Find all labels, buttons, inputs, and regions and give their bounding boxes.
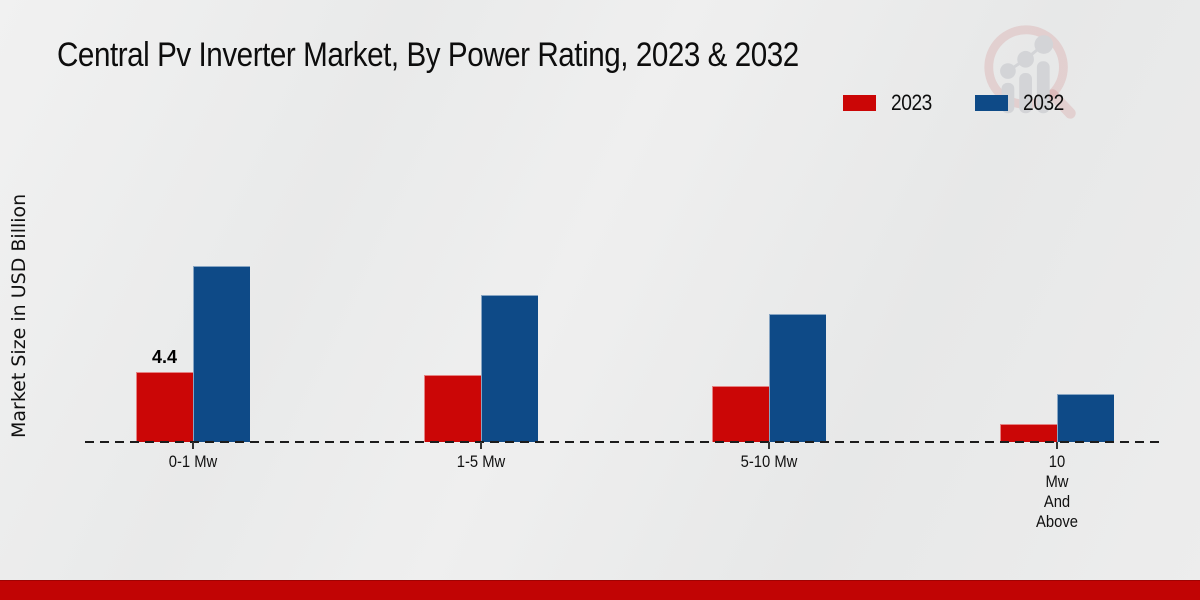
bar-2023-1-5-mw	[424, 374, 481, 442]
legend-label-2023: 2023	[891, 90, 932, 115]
legend: 2023 2032	[843, 90, 1067, 116]
bar-2032-5-10-mw	[769, 314, 826, 442]
bar-2032-1-5-mw	[481, 294, 538, 442]
x-axis-label-0-1-mw: 0-1 Mw	[168, 452, 218, 471]
legend-item-2023: 2023	[843, 90, 935, 116]
footer-bar	[0, 580, 1200, 600]
bar-2032-0-1-mw	[193, 266, 250, 442]
legend-swatch-2032	[974, 95, 1008, 111]
bar-2023-10-mw-and-above	[1000, 424, 1057, 442]
bar-value-label: 4.4	[151, 346, 178, 367]
x-axis-tick	[192, 442, 194, 449]
magnifier-bar-chart-logo-icon	[984, 25, 1076, 119]
bar-2032-10-mw-and-above	[1057, 394, 1114, 442]
bar-2023-0-1-mw	[136, 371, 193, 442]
bar-2023-5-10-mw	[712, 386, 769, 442]
chart-title: Central Pv Inverter Market, By Power Rat…	[57, 36, 799, 74]
legend-label-2032: 2032	[1023, 90, 1064, 115]
x-axis-tick	[768, 442, 770, 449]
x-axis-label-5-10-mw: 5-10 Mw	[740, 452, 798, 471]
x-axis-label-1-5-mw: 1-5 Mw	[456, 452, 506, 471]
legend-item-2032: 2032	[974, 90, 1067, 116]
x-axis-baseline	[85, 441, 1165, 443]
x-axis-tick	[480, 442, 482, 449]
x-axis-tick	[1056, 442, 1058, 449]
legend-swatch-2023	[843, 95, 876, 111]
x-axis-label-10-mw-and-above: 10 Mw And Above	[1036, 452, 1078, 531]
